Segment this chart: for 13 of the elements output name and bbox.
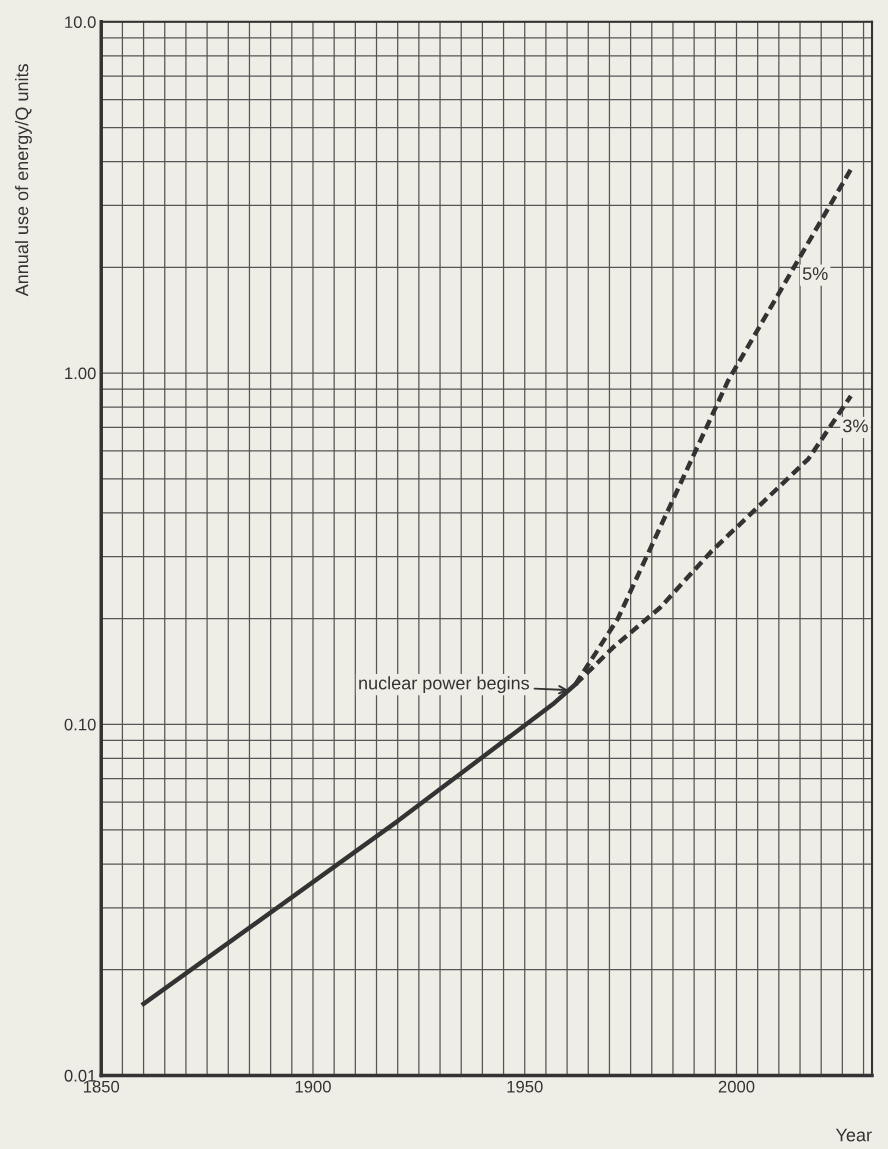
annotation: nuclear power begins (359, 676, 530, 694)
series-label: 3% (843, 419, 868, 433)
x-axis-title: Year (835, 1128, 872, 1142)
x-tick-label: 2000 (718, 1080, 755, 1093)
y-axis-title: Annual use of energy/Q units (15, 64, 32, 297)
x-tick-label: 1950 (507, 1080, 543, 1093)
y-tick-label: 1.00 (65, 367, 96, 380)
y-tick-label: 0.01 (64, 1069, 96, 1082)
series-label: 5% (802, 267, 828, 280)
y-tick-label: 0.10 (64, 718, 96, 731)
y-tick-label: 10.0 (65, 16, 96, 29)
x-tick-label: 1850 (83, 1080, 120, 1093)
x-tick-label: 1900 (295, 1080, 331, 1093)
